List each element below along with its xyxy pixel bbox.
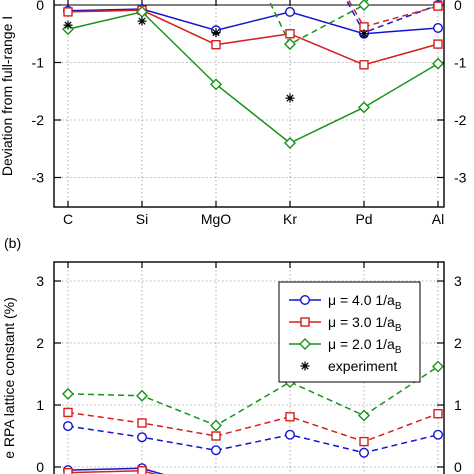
panel-a-series-6-point-4 — [359, 29, 369, 39]
panel-a-series-4-point-5 — [433, 1, 443, 11]
panel-a-y-axis-label: Deviation from full-range I — [0, 16, 15, 176]
panel-b-series-2-line — [67, 365, 439, 427]
panel-b-ytick-label-right-0: 3 — [454, 273, 462, 289]
panel-a-ytick-label-right-2: -2 — [454, 112, 467, 128]
panel-b-series-2-point-2 — [210, 419, 222, 432]
panel-a-series-6-point-0 — [63, 20, 73, 30]
panel-b-series-1-point-0 — [63, 407, 73, 418]
legend-marker-0 — [300, 295, 311, 306]
legend-label-0: μ = 4.0 1/aB — [328, 292, 402, 312]
panel-a-series-1-point-3 — [285, 29, 295, 39]
panel-b-label: (b) — [4, 235, 21, 251]
panel-b-series-2-point-1 — [136, 389, 148, 402]
panel-a-ytick-label-right-1: -1 — [454, 55, 467, 71]
panel-b-ytick-label-left-3: 0 — [36, 459, 44, 474]
panel-a-series-5-point-4 — [358, 0, 370, 11]
panel-a-xtick-label-2: MgO — [201, 211, 231, 227]
chart-panel-b: (b) e RPA lattice constant (%) 3 32 21 10 0 … — [1, 235, 462, 474]
panel-a-series-1-point-4 — [359, 60, 369, 70]
panel-b-ytick-label-right-1: 2 — [454, 335, 462, 351]
panel-a-series-2-line — [67, 11, 439, 144]
legend-label-1: μ = 3.0 1/aB — [328, 314, 402, 334]
legend-items: μ = 4.0 1/aBμ = 3.0 1/aBμ = 2.0 1/aB expe… — [289, 292, 402, 374]
panel-b-series-0-point-2 — [210, 445, 221, 456]
panel-a-series-6-point-2 — [211, 28, 221, 38]
panel-a-ytick-label-right-0: 0 — [454, 0, 462, 13]
panel-b-ytick-label-left-2: 1 — [36, 397, 44, 413]
legend: μ = 4.0 1/aBμ = 3.0 1/aBμ = 2.0 1/aB expe… — [278, 281, 421, 383]
legend-marker-1 — [300, 317, 310, 327]
panel-a-xtick-label-3: Kr — [283, 211, 297, 227]
panel-b-series-0-line — [67, 425, 439, 454]
panel-b-series-0-point-5 — [433, 429, 444, 440]
panel-b-series-1-point-5 — [433, 408, 443, 419]
panel-b-series-5-point-0 — [63, 467, 73, 474]
legend-marker-2 — [299, 338, 311, 350]
panel-b-frame — [53, 261, 445, 474]
panel-a-series-2-point-4 — [358, 101, 370, 114]
panel-b-series-0-point-0 — [63, 421, 74, 432]
legend-label-2: μ = 2.0 1/aB — [328, 336, 402, 356]
panel-b-series-1-point-1 — [137, 418, 147, 428]
panel-b-series-5-point-1 — [137, 466, 147, 474]
panel-a-series-6-point-1 — [137, 16, 147, 26]
panel-a-series-0-point-3 — [285, 6, 296, 17]
legend-marker-3 — [300, 361, 310, 371]
panel-a-series-5-point-3 — [284, 38, 296, 51]
panel-b-series-1-point-2 — [211, 431, 221, 441]
panel-a-xtick-label-5: Al — [432, 211, 444, 227]
panel-a-frame — [53, 0, 445, 208]
panel-a-series — [62, 0, 444, 149]
panel-b-series-1-point-3 — [285, 412, 295, 422]
panel-a-series-1-point-0 — [63, 7, 73, 17]
panel-b-series-1-line — [67, 411, 439, 443]
panel-a-series-1-point-5 — [433, 39, 443, 49]
panel-b-series-0-point-3 — [285, 429, 296, 440]
legend-label-3: experiment — [328, 358, 397, 374]
panel-a-ytick-label-left-1: -1 — [32, 55, 45, 71]
panel-a-xtick-label-1: Si — [136, 211, 148, 227]
panel-b-ytick-label-right-2: 1 — [454, 397, 462, 413]
panel-b-series-0-point-1 — [136, 432, 147, 443]
panel-a-ytick-label-left-0: 0 — [36, 0, 44, 13]
panel-b-ytick-label-left-0: 3 — [36, 273, 44, 289]
panel-b-series-2-point-5 — [432, 360, 444, 373]
chart-panel-a: Deviation from full-range I 0 0 -1 -1 -2 -2 -3… — [0, 0, 467, 227]
panel-a-xtick-label-4: Pd — [355, 211, 372, 227]
panel-a-series-2-point-3 — [284, 137, 296, 149]
panel-b-series — [62, 360, 444, 474]
panel-b-series-2-point-4 — [358, 409, 370, 422]
panel-a-series-1-line — [67, 9, 439, 66]
panel-a-ytick-label-right-3: -3 — [454, 170, 467, 186]
panel-b-ytick-label-right-3: 0 — [454, 459, 462, 474]
panel-a-ytick-label-left-3: -3 — [32, 170, 45, 186]
panel-b-ytick-label-left-1: 2 — [36, 335, 44, 351]
panel-a-series-3-line — [345, 0, 442, 34]
panel-a-ytick-label-left-2: -2 — [32, 112, 45, 128]
panel-a-grid — [54, 0, 444, 207]
panel-a-series-1-point-2 — [211, 39, 221, 50]
panel-a-series-2-point-5 — [432, 57, 444, 70]
panel-a-series-6-point-3 — [285, 93, 295, 103]
panel-b-series-2-point-0 — [62, 387, 74, 400]
panel-a-series-0-point-5 — [433, 23, 444, 34]
panel-b-y-axis-label: e RPA lattice constant (%) — [1, 297, 17, 459]
panel-a-xtick-label-0: C — [63, 211, 73, 227]
panel-b-series-0-point-4 — [359, 447, 370, 458]
panel-a-series-0-line — [67, 8, 439, 35]
panel-b-ticks: 3 3 2 2 1 1 0 0 — [36, 262, 462, 474]
panel-a-ticks: 0 0 -1 -1 -2 -2 -3 -3 C Si MgO Kr Pd Al — [32, 0, 467, 227]
panel-a-series-2-point-2 — [210, 78, 222, 91]
panel-b-series-1-point-4 — [359, 436, 369, 447]
